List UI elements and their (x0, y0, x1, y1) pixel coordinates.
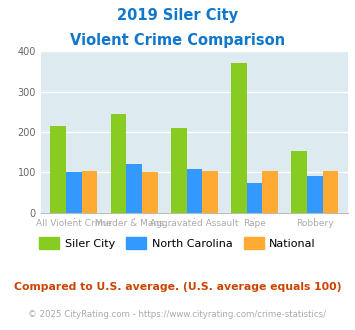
Text: Aggravated Assault: Aggravated Assault (150, 219, 239, 228)
Text: © 2025 CityRating.com - https://www.cityrating.com/crime-statistics/: © 2025 CityRating.com - https://www.city… (28, 310, 327, 318)
Bar (186, 169, 202, 213)
Legend: Siler City, North Carolina, National: Siler City, North Carolina, National (35, 233, 320, 253)
Bar (126, 164, 142, 213)
Bar (171, 128, 186, 213)
Text: All Violent Crime: All Violent Crime (36, 219, 112, 228)
Bar (142, 172, 158, 213)
Bar (111, 114, 126, 213)
Text: Violent Crime Comparison: Violent Crime Comparison (70, 33, 285, 48)
Text: Robbery: Robbery (296, 219, 334, 228)
Text: Rape: Rape (243, 219, 266, 228)
Text: Compared to U.S. average. (U.S. average equals 100): Compared to U.S. average. (U.S. average … (14, 282, 341, 292)
Bar (323, 171, 338, 213)
Bar (82, 171, 97, 213)
Bar (291, 151, 307, 213)
Bar (262, 171, 278, 213)
Text: Murder & Mans...: Murder & Mans... (95, 219, 173, 228)
Bar (202, 171, 218, 213)
Bar (307, 176, 323, 213)
Text: 2019 Siler City: 2019 Siler City (117, 8, 238, 23)
Bar (247, 183, 262, 213)
Bar (231, 63, 247, 213)
Bar (66, 172, 82, 213)
Bar (50, 126, 66, 213)
